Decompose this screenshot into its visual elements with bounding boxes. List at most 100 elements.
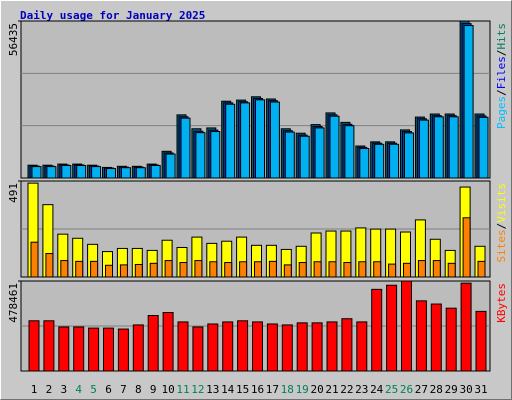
bar — [91, 166, 102, 179]
bar — [299, 135, 310, 179]
bar — [119, 264, 128, 278]
chart-title: Daily usage for January 2025 — [20, 9, 205, 22]
bar — [165, 153, 176, 179]
bar — [177, 321, 189, 372]
y-tick-label: 491 — [7, 183, 20, 203]
bar — [296, 322, 308, 372]
bar — [75, 260, 84, 278]
bar — [132, 324, 144, 372]
x-tick-label: 29 — [445, 383, 458, 396]
bar — [359, 148, 370, 179]
bar — [432, 260, 441, 278]
x-tick-label: 18 — [281, 383, 294, 396]
bar — [460, 282, 472, 372]
bar — [30, 241, 39, 278]
bar — [45, 253, 54, 278]
x-tick-label: 14 — [221, 383, 235, 396]
bar — [389, 143, 400, 179]
bar — [417, 260, 426, 278]
bar — [418, 119, 429, 179]
bar — [135, 167, 146, 179]
bar — [61, 164, 72, 179]
bar — [415, 300, 427, 372]
bar — [88, 327, 100, 372]
x-tick-label: 11 — [176, 383, 189, 396]
x-tick-label: 5 — [90, 383, 97, 396]
bar — [281, 324, 293, 372]
x-tick-label: 23 — [355, 383, 368, 396]
x-tick-label: 28 — [430, 383, 443, 396]
bar — [240, 102, 251, 179]
bar — [462, 217, 471, 278]
bar — [374, 143, 385, 179]
x-tick-label: 20 — [310, 383, 323, 396]
legend-separator: / — [495, 223, 508, 230]
bar — [329, 115, 340, 179]
bar — [430, 303, 442, 372]
bar — [162, 311, 174, 372]
bar — [448, 116, 459, 179]
bar — [386, 284, 398, 372]
x-tick-label: 24 — [370, 383, 384, 396]
bar — [313, 261, 322, 278]
bar — [433, 116, 444, 179]
bar — [210, 131, 221, 179]
legend-entry: Pages — [495, 96, 508, 129]
bar — [192, 326, 204, 372]
bar — [103, 327, 114, 372]
bar — [326, 321, 338, 372]
bar — [46, 166, 57, 179]
x-tick-label: 6 — [105, 383, 112, 396]
x-tick-label: 22 — [340, 383, 353, 396]
bar — [58, 326, 70, 372]
x-tick-label: 9 — [150, 383, 157, 396]
bar — [404, 132, 414, 179]
bar — [445, 307, 457, 372]
bar — [356, 321, 368, 372]
bar — [401, 280, 412, 372]
x-tick-label: 12 — [191, 383, 204, 396]
bar — [255, 99, 265, 179]
bar — [105, 264, 113, 278]
bar — [475, 310, 487, 372]
bar — [373, 261, 382, 278]
bar — [311, 322, 323, 372]
x-tick-label: 3 — [60, 383, 67, 396]
x-tick-label: 13 — [206, 383, 219, 396]
bar — [150, 164, 161, 179]
legend: KBytes — [495, 283, 508, 323]
x-tick-label: 27 — [415, 383, 428, 396]
bar — [343, 262, 352, 278]
legend: Sites/Visits — [495, 183, 508, 263]
bar — [403, 262, 411, 278]
bar — [478, 116, 489, 179]
bar — [43, 320, 55, 372]
bar — [477, 260, 486, 278]
x-tick-label: 30 — [459, 383, 472, 396]
legend: Pages/Files/Hits — [495, 23, 508, 129]
bar — [207, 323, 219, 372]
bar — [179, 262, 188, 278]
bar — [239, 261, 248, 278]
legend-entry: KBytes — [495, 283, 508, 323]
bar — [147, 315, 159, 372]
x-tick-label: 25 — [385, 383, 398, 396]
bar — [134, 263, 143, 278]
legend-separator: / — [495, 50, 508, 57]
bar — [463, 25, 474, 179]
y-tick-label: 478461 — [7, 283, 20, 323]
bar — [266, 323, 278, 372]
x-tick-label: 10 — [161, 383, 174, 396]
bar — [73, 326, 85, 372]
bar — [180, 117, 191, 179]
x-tick-label: 2 — [46, 383, 53, 396]
bar — [106, 168, 116, 179]
bar — [284, 131, 295, 179]
bar — [388, 263, 397, 278]
bar — [341, 318, 353, 372]
bar — [447, 262, 456, 278]
bar — [209, 261, 218, 278]
bar — [225, 103, 236, 179]
